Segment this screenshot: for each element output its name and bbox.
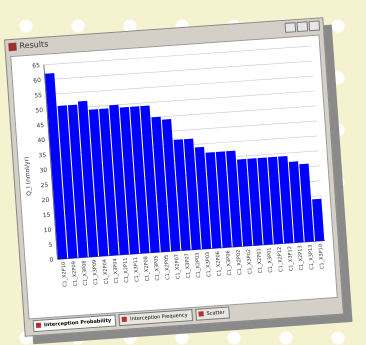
bar xyxy=(312,199,324,242)
x-tick-label: C1_X3P08 xyxy=(81,260,89,286)
x-tick-label: C1_X2P13 xyxy=(297,245,305,271)
x-tick-label: C1_X2P02 xyxy=(236,249,244,275)
y-tick-label: 65 xyxy=(32,62,40,70)
x-tick-label: C1_X2P01 xyxy=(256,248,264,274)
y-tick-label: 20 xyxy=(41,197,49,205)
y-tick-label: 15 xyxy=(42,212,50,220)
x-tick-label: C1_X3P06 xyxy=(225,250,233,276)
y-tick-label: 0 xyxy=(49,257,53,264)
x-tick-label: C1_X3P07 xyxy=(184,253,192,279)
plot-area: Q_I (nmol/yr) 0 5 10 15 20 25 30 35 40 45 50 55 60 65… xyxy=(10,35,338,320)
grid-line xyxy=(46,76,313,95)
x-tick-label: C1_X2P10 xyxy=(61,262,69,288)
x-tick-label: C1_X2P11 xyxy=(123,257,131,283)
maximize[interactable] xyxy=(296,21,308,32)
x-tick-label: C1_X3P02 xyxy=(246,249,254,275)
x-tick-label: C1_X2P05 xyxy=(164,254,172,280)
page: Results Q_I (nmol/yr) 0 5 10 15 20 25 30 35 40 45… xyxy=(0,0,366,345)
grid-line xyxy=(45,61,312,80)
window-title: Results xyxy=(19,39,48,50)
x-tick-label: C1_X3P11 xyxy=(133,257,141,283)
window-buttons xyxy=(285,20,321,32)
minimize[interactable] xyxy=(285,22,297,33)
x-tick-label: C1_X2P03 xyxy=(194,252,202,278)
results-window: Results Q_I (nmol/yr) 0 5 10 15 20 25 30 35 40 45… xyxy=(4,17,344,337)
y-tick-label: 35 xyxy=(38,152,46,160)
x-tick-label: C1_X2P09 xyxy=(71,261,79,287)
y-tick-label: 25 xyxy=(40,182,48,190)
chart: Q_I (nmol/yr) 0 5 10 15 20 25 30 35 40 45 50 55 60 65… xyxy=(11,36,334,317)
x-tick-label: C1_X3P04 xyxy=(112,258,120,284)
close[interactable] xyxy=(308,20,320,31)
y-axis-label: Q_I (nmol/yr) xyxy=(23,156,33,196)
x-tick-label: C1_X2P04 xyxy=(102,259,110,285)
x-tick-label: C1_X3P13 xyxy=(308,244,316,270)
x-tick-label: C1_X3P10 xyxy=(318,244,326,270)
x-tick-label: C1_X3P01 xyxy=(266,247,274,273)
x-tick-label: C1_X3P05 xyxy=(153,255,161,281)
y-tick-label: 10 xyxy=(44,227,52,235)
x-tick-label: C1_X3P12 xyxy=(287,246,295,272)
x-tick-label: C1_X3P03 xyxy=(205,252,213,278)
tab[interactable]: Scatter xyxy=(195,306,230,320)
y-tick-label: 30 xyxy=(39,167,47,175)
x-tick-label: C1_X3P09 xyxy=(92,260,100,286)
x-tick-label: C1_X2P06 xyxy=(215,251,223,277)
y-tick-label: 60 xyxy=(33,77,41,85)
x-tick-label: C1_X2P12 xyxy=(277,247,285,273)
y-tick-label: 5 xyxy=(48,242,52,249)
x-tick-label: C1_X2P07 xyxy=(174,254,182,280)
y-tick-label: 50 xyxy=(35,107,43,115)
x-tick-label: C1_X2P08 xyxy=(143,256,151,282)
y-tick-label: 45 xyxy=(36,122,44,130)
y-tick-label: 40 xyxy=(37,137,45,145)
y-tick-label: 55 xyxy=(34,92,42,100)
